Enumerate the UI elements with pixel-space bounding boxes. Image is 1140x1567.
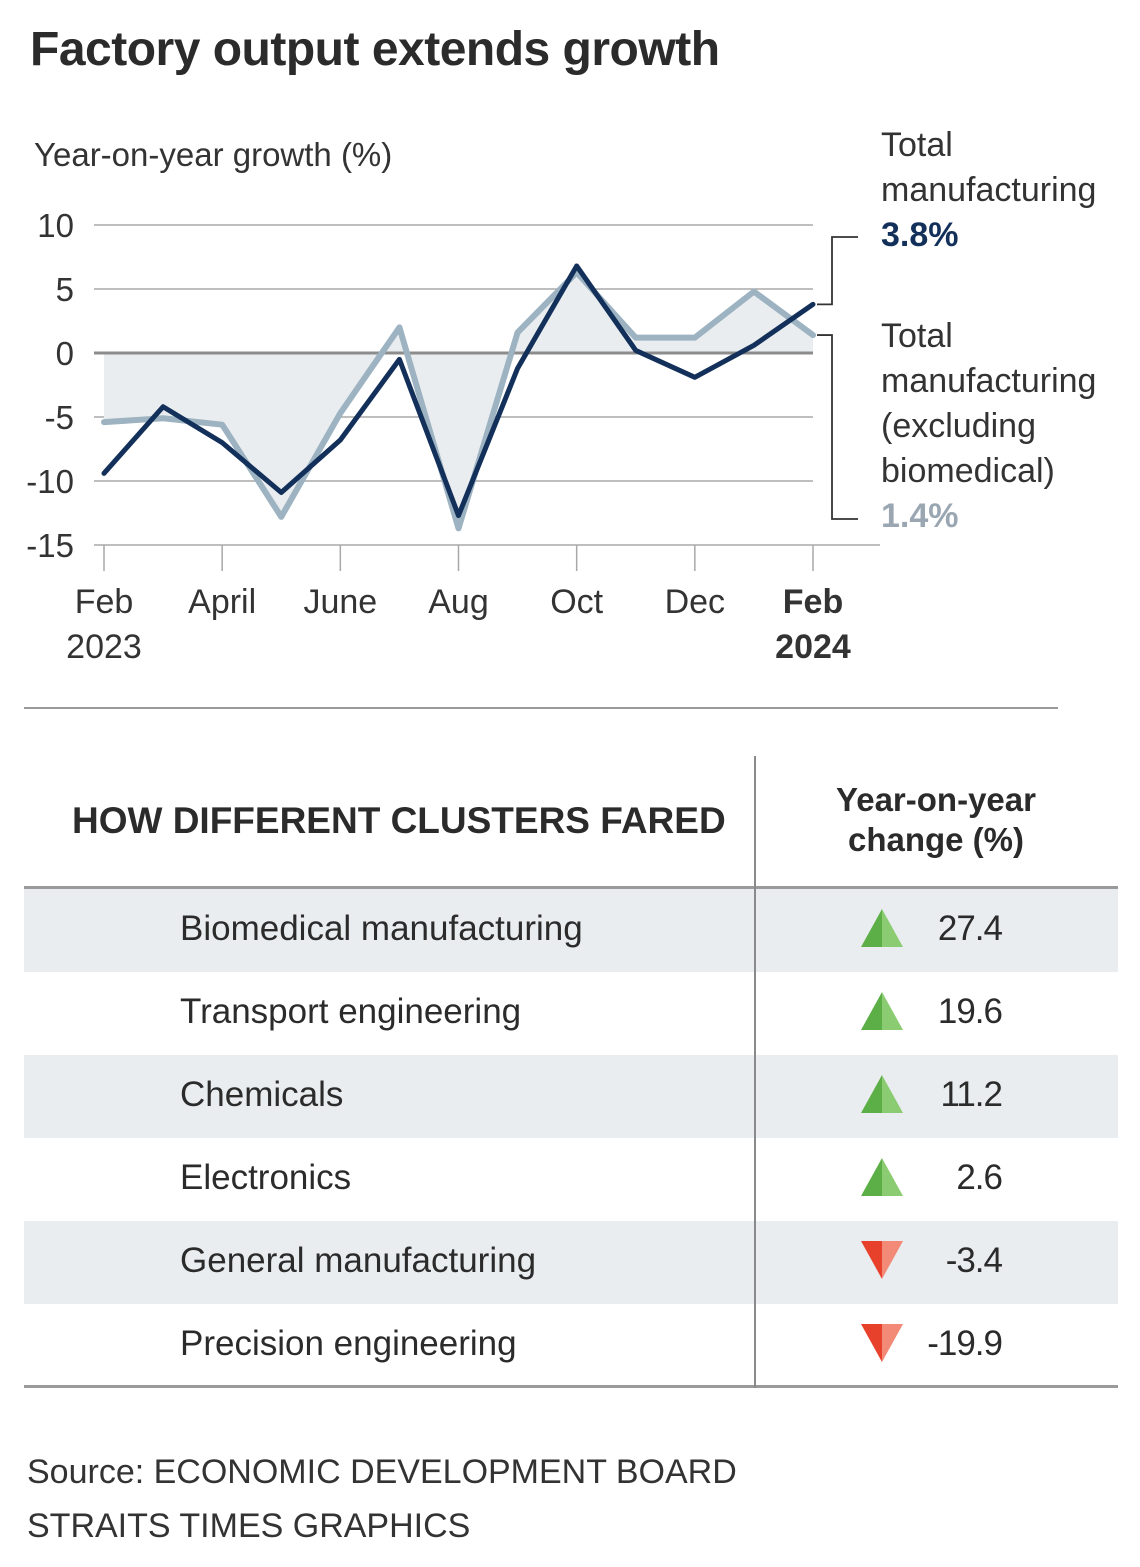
annotation-value: 1.4%	[881, 497, 959, 535]
table-row: Precision engineering -19.9	[24, 1304, 1118, 1387]
annotation-total-manufacturing: Total manufacturing 3.8%	[881, 123, 1096, 258]
bracket-total-manufacturing	[817, 236, 858, 306]
x-tick-labels: Feb 2023 April June Aug Oct Dec Feb 2024	[66, 583, 851, 666]
change-value: -19.9	[927, 1324, 1003, 1363]
up-triangle-icon	[860, 1073, 904, 1115]
cluster-name: Electronics	[180, 1158, 352, 1197]
x-tick-label: June	[303, 583, 377, 621]
cluster-name: General manufacturing	[180, 1241, 537, 1280]
shaded-area-excl-biomedical	[104, 272, 813, 529]
annotation-value: 3.8%	[881, 216, 959, 254]
bracket-excl-biomedical	[817, 334, 858, 520]
x-tick-label: Feb	[783, 583, 843, 621]
table-bottom-rule	[24, 1385, 1118, 1388]
y-tick-label: 0	[56, 335, 74, 372]
chart-title: Factory output extends growth	[30, 23, 720, 76]
annotation-label-line: manufacturing	[881, 362, 1097, 400]
x-tick-label: Feb	[75, 583, 134, 621]
y-tick-label: 10	[37, 207, 74, 244]
table-header-clusters: HOW DIFFERENT CLUSTERS FARED	[72, 800, 726, 841]
shaded-area	[94, 272, 813, 529]
series-lines	[101, 263, 816, 532]
y-tick-label: -15	[26, 527, 74, 564]
x-tick-label: Dec	[665, 583, 725, 621]
table-row: General manufacturing -3.4	[24, 1221, 1118, 1304]
change-value: 19.6	[937, 992, 1003, 1031]
y-tick-label: -5	[45, 399, 74, 436]
change-value: 27.4	[937, 909, 1003, 948]
annotation-total-manufacturing-ex-biomedical: Total manufacturing (excluding biomedica…	[881, 314, 1096, 539]
y-tick-labels: 10 5 0 -5 -10 -15	[26, 207, 74, 564]
annotation-label-line: Total	[881, 126, 953, 164]
table-header-change-line: Year-on-year	[836, 781, 1036, 818]
table-top-rule	[24, 886, 1118, 889]
x-tick-label: Oct	[550, 583, 603, 621]
y-tick-label: -10	[26, 463, 74, 500]
cluster-name: Chemicals	[180, 1075, 344, 1114]
cluster-name: Transport engineering	[180, 992, 522, 1031]
cluster-name: Biomedical manufacturing	[180, 909, 583, 948]
source-note: Source: ECONOMIC DEVELOPMENT BOARD STRAI…	[27, 1445, 737, 1553]
annotation-label-line: Total	[881, 317, 953, 355]
change-value: -3.4	[945, 1241, 1003, 1280]
table-row: Biomedical manufacturing 27.4	[24, 889, 1118, 972]
section-divider	[24, 707, 1058, 709]
change-value: 11.2	[940, 1075, 1003, 1114]
credit-text: STRAITS TIMES GRAPHICS	[27, 1507, 471, 1545]
up-triangle-icon	[860, 907, 904, 949]
up-triangle-icon	[860, 1156, 904, 1198]
annotation-brackets	[817, 236, 858, 520]
cluster-name: Precision engineering	[180, 1324, 517, 1363]
change-value: 2.6	[956, 1158, 1003, 1197]
x-tick-label: 2023	[66, 628, 142, 666]
x-tick-label: Aug	[428, 583, 489, 621]
table-row: Chemicals 11.2	[24, 1055, 1118, 1138]
table-column-divider	[754, 756, 756, 1388]
annotation-label-line: (excluding	[881, 407, 1036, 445]
up-triangle-icon	[860, 990, 904, 1032]
y-axis-label: Year-on-year growth (%)	[34, 136, 393, 173]
x-tick-label: April	[188, 583, 256, 621]
table-row: Electronics 2.6	[24, 1138, 1118, 1221]
y-tick-label: 5	[56, 271, 74, 308]
annotation-label-line: manufacturing	[881, 171, 1097, 209]
down-triangle-icon	[860, 1322, 904, 1364]
annotation-label-line: biomedical)	[881, 452, 1055, 490]
down-triangle-icon	[860, 1239, 904, 1281]
table-header-change: Year-on-year change (%)	[756, 780, 1116, 860]
table-row: Transport engineering 19.6	[24, 972, 1118, 1055]
table-header-change-line: change (%)	[847, 821, 1025, 858]
x-tick-label: 2024	[775, 628, 851, 666]
source-text: Source: ECONOMIC DEVELOPMENT BOARD	[27, 1453, 737, 1491]
